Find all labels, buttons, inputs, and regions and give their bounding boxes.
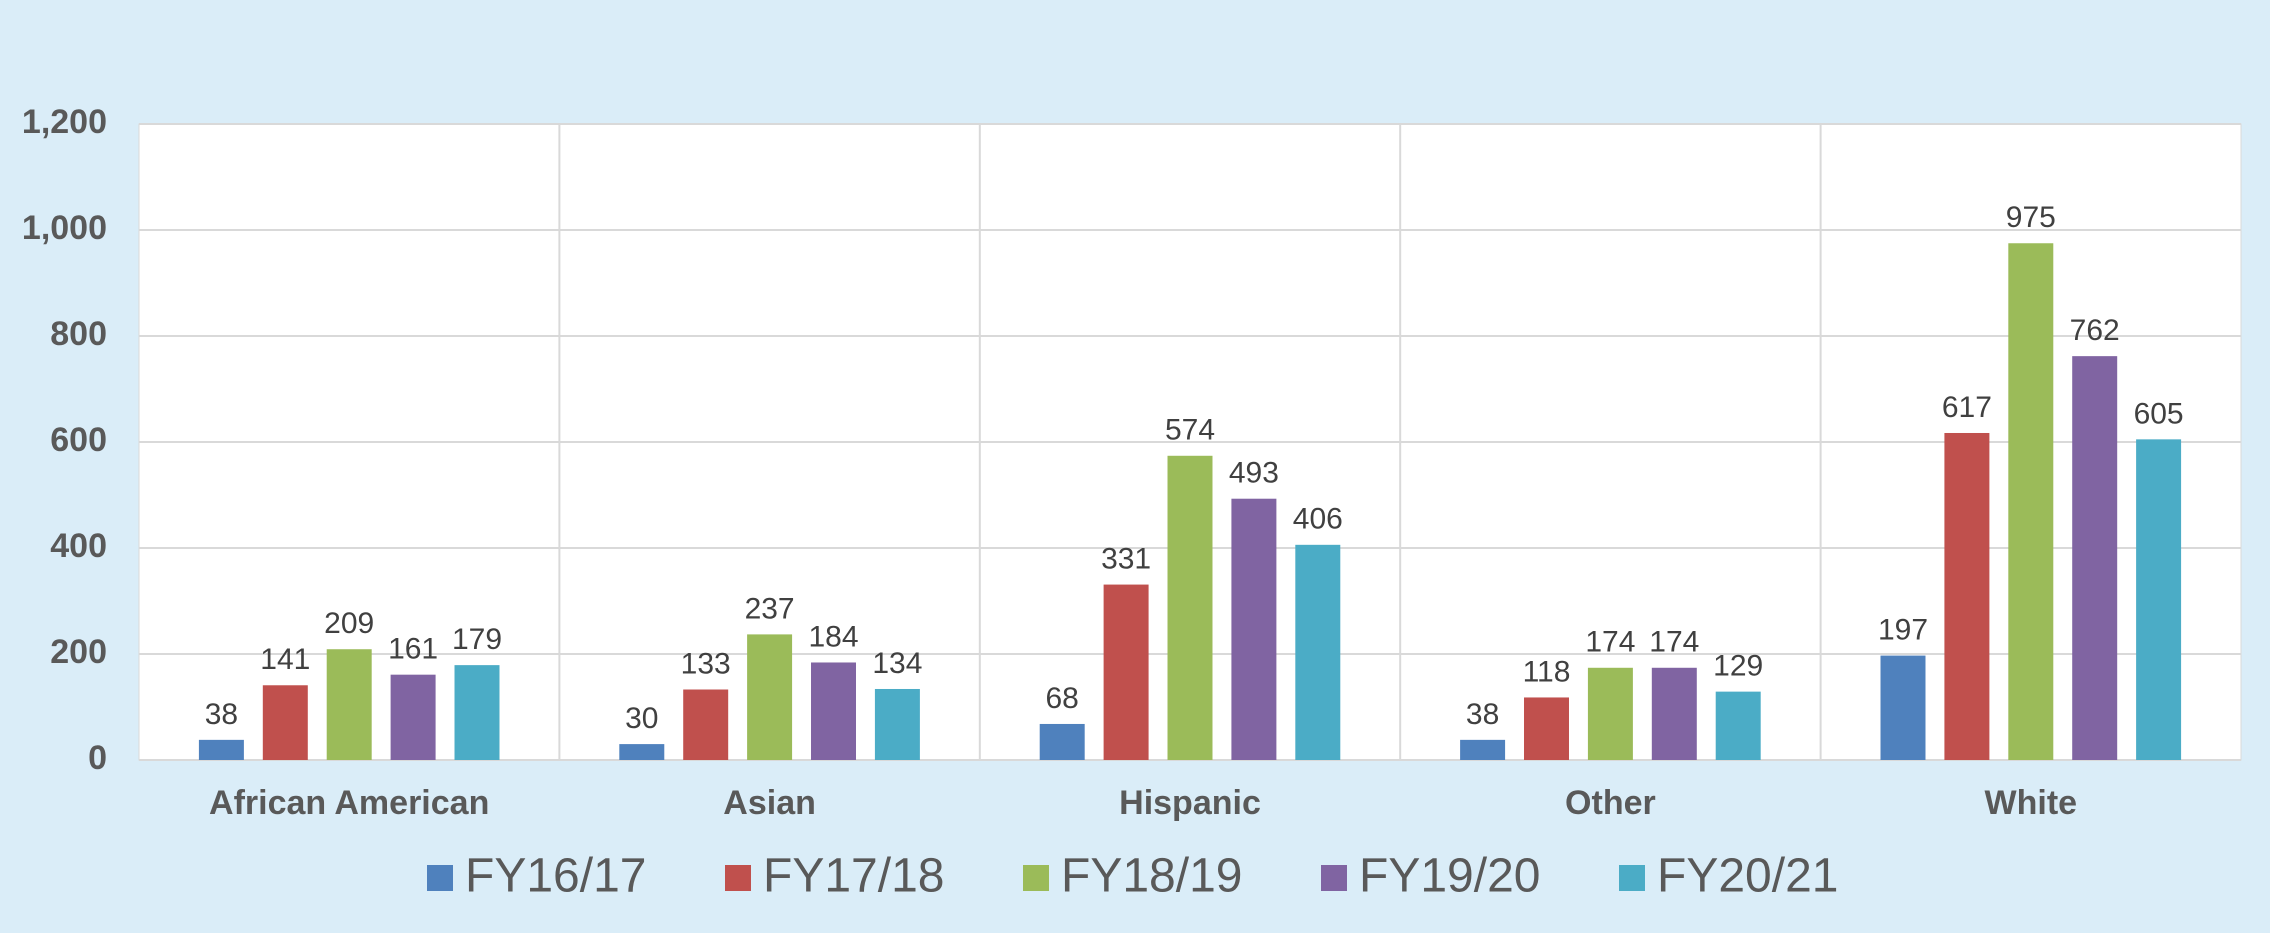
data-label: 179 bbox=[452, 623, 502, 656]
data-label: 762 bbox=[2070, 314, 2120, 347]
data-label: 237 bbox=[745, 592, 795, 625]
legend-swatch bbox=[1023, 865, 1049, 891]
data-label: 134 bbox=[872, 647, 922, 680]
legend-label: FY18/19 bbox=[1061, 850, 1242, 903]
x-tick-label: Asian bbox=[723, 784, 816, 822]
bar bbox=[874, 688, 920, 760]
bar bbox=[2136, 439, 2182, 760]
bar bbox=[1715, 691, 1761, 760]
data-label: 68 bbox=[1046, 682, 1079, 715]
data-label: 493 bbox=[1229, 457, 1279, 490]
bar bbox=[1944, 432, 1990, 760]
data-label: 617 bbox=[1942, 391, 1992, 424]
data-label: 184 bbox=[808, 620, 858, 653]
data-label: 331 bbox=[1101, 542, 1151, 575]
legend-label: FY17/18 bbox=[763, 850, 944, 903]
bar bbox=[198, 739, 244, 760]
data-label: 161 bbox=[388, 633, 438, 666]
legend-label: FY20/21 bbox=[1657, 850, 1838, 903]
y-tick-label: 0 bbox=[88, 739, 107, 777]
data-label: 574 bbox=[1165, 414, 1215, 447]
data-label: 30 bbox=[625, 702, 658, 735]
bar bbox=[1103, 584, 1149, 760]
y-tick-label: 400 bbox=[50, 527, 107, 565]
y-tick-label: 800 bbox=[50, 315, 107, 353]
y-tick-label: 200 bbox=[50, 633, 107, 671]
data-label: 975 bbox=[2006, 201, 2056, 234]
data-label: 129 bbox=[1713, 650, 1763, 683]
legend-swatch bbox=[1321, 865, 1347, 891]
legend-swatch bbox=[427, 865, 453, 891]
x-tick-label: Hispanic bbox=[1119, 784, 1261, 822]
bar bbox=[1231, 498, 1277, 760]
bar bbox=[1167, 455, 1213, 760]
data-label: 141 bbox=[260, 643, 310, 676]
legend-label: FY16/17 bbox=[465, 850, 646, 903]
data-label: 197 bbox=[1878, 614, 1928, 647]
x-tick-label: African American bbox=[209, 784, 489, 822]
bar bbox=[1651, 667, 1697, 760]
bar bbox=[1460, 739, 1506, 760]
y-tick-label: 600 bbox=[50, 421, 107, 459]
legend-label: FY19/20 bbox=[1359, 850, 1540, 903]
bar bbox=[1587, 667, 1633, 760]
legend-swatch bbox=[725, 865, 751, 891]
bar bbox=[2008, 243, 2054, 760]
bar bbox=[619, 744, 665, 760]
legend-swatch bbox=[1619, 865, 1645, 891]
x-tick-label: White bbox=[1985, 784, 2078, 822]
bar bbox=[2072, 356, 2118, 760]
data-label: 38 bbox=[1466, 698, 1499, 731]
data-label: 174 bbox=[1649, 626, 1699, 659]
bar bbox=[747, 634, 793, 760]
bar bbox=[326, 649, 372, 760]
bar bbox=[811, 662, 856, 760]
bar bbox=[1880, 655, 1926, 760]
data-label: 174 bbox=[1585, 626, 1635, 659]
bar bbox=[454, 665, 500, 760]
y-tick-label: 1,000 bbox=[22, 209, 107, 247]
bar bbox=[1039, 723, 1085, 760]
bar bbox=[390, 674, 436, 760]
data-label: 605 bbox=[2134, 397, 2184, 430]
bar bbox=[262, 685, 308, 760]
bar bbox=[1295, 544, 1341, 760]
data-label: 133 bbox=[681, 647, 731, 680]
data-label: 209 bbox=[324, 607, 374, 640]
data-label: 118 bbox=[1523, 655, 1571, 688]
bar bbox=[683, 689, 729, 760]
x-tick-label: Other bbox=[1565, 784, 1656, 822]
data-label: 406 bbox=[1293, 503, 1343, 536]
data-label: 38 bbox=[205, 698, 238, 731]
y-tick-label: 1,200 bbox=[22, 103, 107, 141]
bar bbox=[1524, 697, 1569, 760]
